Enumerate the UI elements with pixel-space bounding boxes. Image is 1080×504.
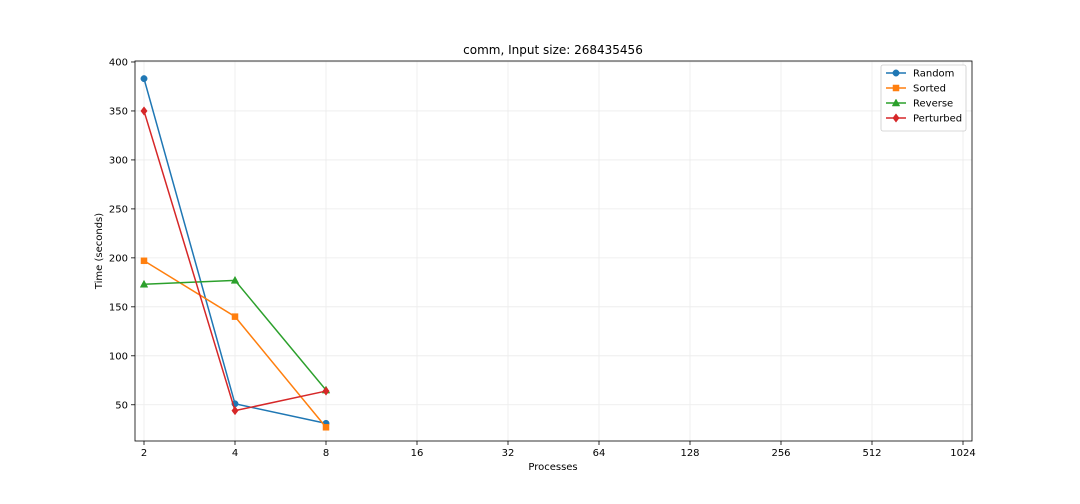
y-tick-label: 100: [109, 351, 128, 362]
series-point-square: [140, 257, 148, 265]
chart-title: comm, Input size: 268435456: [463, 43, 643, 57]
legend-item-sorted: Sorted: [886, 84, 946, 95]
series-point-square: [322, 424, 330, 431]
legend-item-reverse: Reverse: [886, 98, 953, 110]
x-tick-label: 16: [411, 448, 424, 459]
series-point-square: [231, 313, 239, 320]
x-tick-label: 1024: [950, 448, 975, 459]
x-tick-label: 4: [232, 448, 238, 459]
series-point-triangle: [139, 279, 149, 288]
axis-ticks: 2 4 8 16 32 64 128 256 512 1024 50 100 150 200 250 300 3…: [109, 57, 976, 459]
series-sorted: [140, 257, 330, 431]
x-axis-label: Processes: [528, 462, 577, 473]
series-point-diamond: [231, 406, 239, 416]
series-point-triangle: [230, 275, 240, 284]
series-point-diamond: [140, 106, 148, 116]
y-axis-label: Time (seconds): [94, 213, 105, 290]
x-tick-label: 8: [323, 448, 329, 459]
x-tick-label: 256: [771, 448, 790, 459]
x-tick-label: 2: [141, 448, 147, 459]
series-point-circle: [140, 75, 148, 83]
legend-box: [880, 64, 967, 132]
y-tick-label: 250: [109, 204, 128, 215]
series-point-square: [892, 84, 900, 92]
y-tick-label: 300: [109, 155, 128, 166]
legend-item-random: Random: [886, 69, 954, 80]
series-perturbed: [140, 106, 330, 416]
series-layer: [139, 75, 331, 431]
y-tick-label: 50: [115, 400, 128, 411]
legend-label: Perturbed: [913, 114, 962, 125]
legend: Random Sorted Reverse Perturbed: [880, 64, 967, 132]
legend-label: Sorted: [913, 84, 946, 95]
x-tick-label: 128: [680, 448, 699, 459]
series-point-triangle: [891, 98, 901, 107]
x-tick-label: 512: [862, 448, 881, 459]
series-point-circle: [892, 69, 900, 77]
y-tick-label: 400: [109, 57, 128, 68]
legend-label: Random: [913, 69, 954, 80]
series-point-diamond: [892, 113, 900, 123]
series-point-diamond: [322, 386, 330, 396]
plot-area-frame: [134, 60, 973, 442]
x-tick-label: 64: [593, 448, 606, 459]
grid-lines: [135, 61, 972, 441]
legend-item-perturbed: Perturbed: [886, 113, 962, 125]
y-tick-label: 150: [109, 302, 128, 313]
legend-label: Reverse: [913, 99, 953, 110]
y-tick-label: 350: [109, 106, 128, 117]
y-tick-label: 200: [109, 253, 128, 264]
x-tick-label: 32: [502, 448, 515, 459]
